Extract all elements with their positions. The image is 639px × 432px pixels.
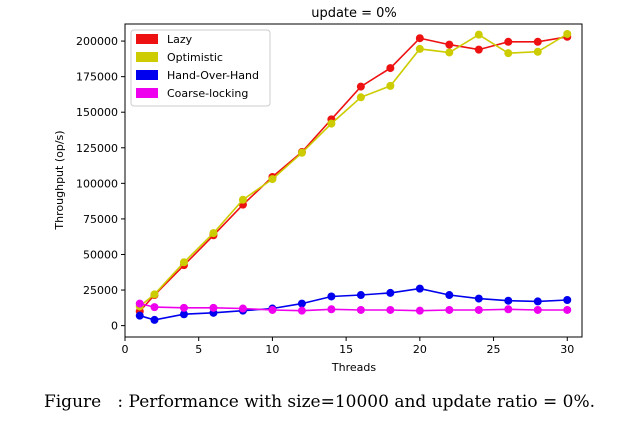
series-line-hand-over-hand — [139, 287, 568, 321]
y-tick-label: 50000 — [83, 248, 118, 261]
data-point-optimistic — [563, 29, 572, 38]
data-point-lazy — [445, 40, 454, 49]
data-point-optimistic — [150, 290, 159, 299]
line-chart: update = 0% 0 5 10 15 20 25 30 0 25000 50000 7500… — [53, 6, 583, 374]
y-tick-label: 175000 — [76, 71, 118, 84]
x-tick-label: 10 — [265, 343, 279, 356]
data-point-coarse-locking — [533, 305, 542, 314]
series-line-coarse-locking — [139, 302, 568, 312]
x-tick-label: 25 — [487, 343, 501, 356]
data-point-coarse-locking — [445, 305, 454, 314]
data-point-hand-over-hand — [179, 310, 188, 319]
data-point-coarse-locking — [356, 305, 365, 314]
y-tick-label: 150000 — [76, 106, 118, 119]
data-point-coarse-locking — [238, 304, 247, 313]
x-tick-label: 30 — [560, 343, 574, 356]
data-point-lazy — [474, 45, 483, 54]
data-point-coarse-locking — [268, 305, 277, 314]
legend: Lazy Optimistic Hand-Over-Hand Coarse-locki… — [130, 29, 271, 107]
legend-label-coarse-locking: Coarse-locking — [167, 87, 248, 100]
legend-swatch-lazy — [136, 34, 158, 44]
data-point-hand-over-hand — [445, 291, 454, 300]
legend-label-lazy: Lazy — [167, 33, 193, 46]
data-point-hand-over-hand — [563, 296, 572, 305]
series-line-lazy — [139, 36, 568, 312]
y-tick-label: 200000 — [76, 35, 118, 48]
legend-swatch-coarse-locking — [136, 88, 158, 98]
x-tick-label: 20 — [413, 343, 427, 356]
data-point-optimistic — [238, 195, 247, 204]
data-point-coarse-locking — [135, 299, 144, 308]
x-tick-label: 15 — [339, 343, 353, 356]
series-line-optimistic — [139, 33, 568, 308]
data-point-hand-over-hand — [386, 288, 395, 297]
data-point-hand-over-hand — [415, 284, 424, 293]
y-tick-label: 75000 — [83, 213, 118, 226]
legend-frame — [130, 29, 271, 107]
data-point-optimistic — [445, 48, 454, 57]
chart-title: update = 0% — [311, 6, 397, 21]
y-axis-label: Throughput (op/s) — [53, 130, 66, 230]
data-point-coarse-locking — [386, 305, 395, 314]
data-point-optimistic — [386, 81, 395, 90]
legend-swatch-hand-over-hand — [136, 70, 158, 80]
data-point-hand-over-hand — [297, 299, 306, 308]
legend-label-optimistic: Optimistic — [167, 51, 223, 64]
data-point-optimistic — [268, 175, 277, 184]
data-point-coarse-locking — [327, 305, 336, 314]
data-point-lazy — [356, 82, 365, 91]
y-tick-label: 100000 — [76, 177, 118, 190]
y-tick-label: 25000 — [83, 284, 118, 297]
data-point-coarse-locking — [474, 305, 483, 314]
data-point-lazy — [533, 37, 542, 46]
data-point-coarse-locking — [415, 306, 424, 315]
data-point-lazy — [415, 34, 424, 43]
data-point-optimistic — [415, 44, 424, 53]
legend-swatch-optimistic — [136, 52, 158, 62]
data-point-hand-over-hand — [135, 311, 144, 320]
data-point-hand-over-hand — [356, 291, 365, 300]
data-point-coarse-locking — [150, 303, 159, 312]
data-point-hand-over-hand — [474, 294, 483, 303]
data-point-optimistic — [179, 258, 188, 267]
data-point-optimistic — [533, 47, 542, 56]
data-point-hand-over-hand — [533, 297, 542, 306]
data-point-lazy — [504, 37, 513, 46]
series-hand-over-hand — [135, 284, 572, 324]
data-point-optimistic — [474, 30, 483, 39]
data-point-optimistic — [209, 229, 218, 238]
data-point-hand-over-hand — [327, 292, 336, 301]
data-point-optimistic — [297, 148, 306, 157]
x-tick-label: 5 — [195, 343, 202, 356]
data-point-coarse-locking — [209, 303, 218, 312]
data-point-optimistic — [504, 49, 513, 58]
data-point-hand-over-hand — [150, 315, 159, 324]
data-point-coarse-locking — [504, 305, 513, 314]
y-tick-label: 125000 — [76, 142, 118, 155]
data-point-lazy — [386, 64, 395, 73]
x-axis-label: Threads — [331, 361, 376, 374]
data-point-coarse-locking — [179, 303, 188, 312]
series-coarse-locking — [135, 299, 572, 315]
data-point-coarse-locking — [563, 305, 572, 314]
figure-caption: Figure : Performance with size=10000 and… — [43, 392, 596, 412]
data-point-optimistic — [327, 119, 336, 128]
y-tick-label: 0 — [111, 320, 118, 333]
legend-label-hand-over-hand: Hand-Over-Hand — [167, 69, 259, 82]
data-point-optimistic — [356, 93, 365, 102]
data-point-coarse-locking — [297, 306, 306, 315]
plot-frame — [124, 23, 583, 338]
x-tick-label: 0 — [122, 343, 129, 356]
data-point-hand-over-hand — [504, 296, 513, 305]
